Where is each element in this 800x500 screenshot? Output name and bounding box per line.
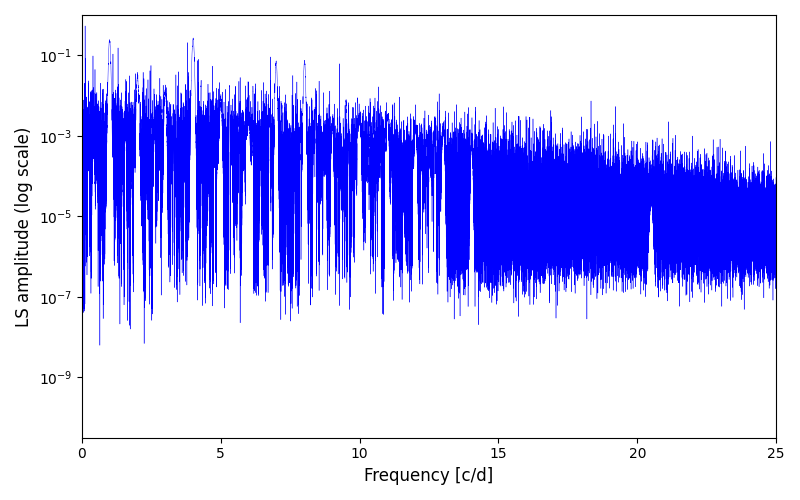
Y-axis label: LS amplitude (log scale): LS amplitude (log scale) <box>15 126 33 326</box>
X-axis label: Frequency [c/d]: Frequency [c/d] <box>364 467 494 485</box>
